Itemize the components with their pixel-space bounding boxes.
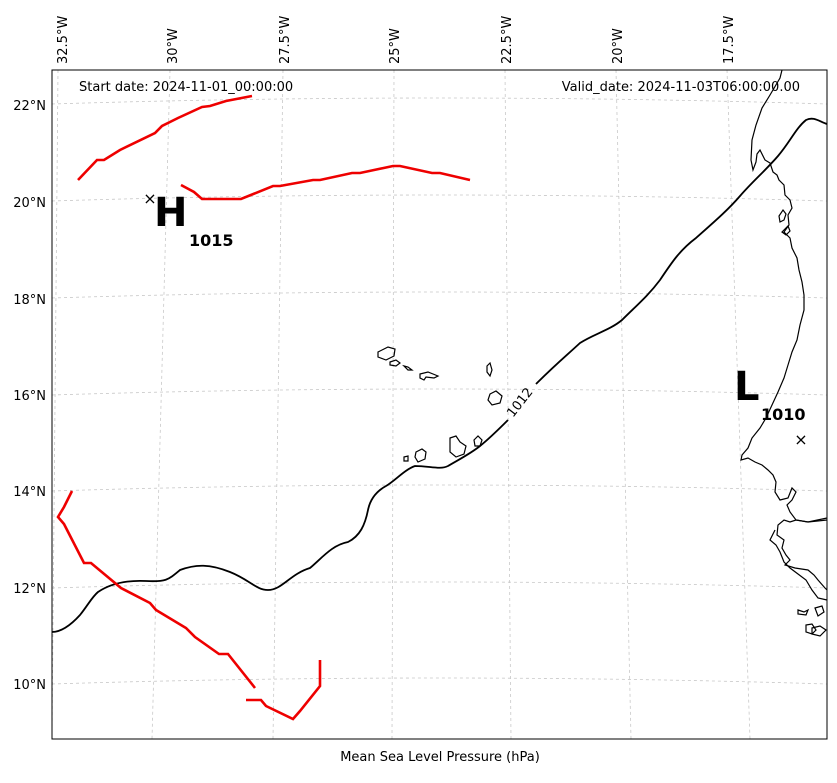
lat-label-10n: 10°N: [13, 678, 46, 693]
high-value: 1015: [189, 231, 234, 250]
island-maio: [473, 435, 483, 447]
low-pressure-center: × L 1010: [734, 364, 808, 449]
lon-label-27-5w: 27.5°W: [278, 16, 293, 64]
lon-label-20w: 20°W: [611, 28, 626, 64]
island-boa-vista: [487, 390, 503, 406]
parallel-20n: [51, 194, 828, 202]
lon-label-30w: 30°W: [166, 28, 181, 64]
high-center-marker-icon: ×: [143, 189, 156, 208]
low-center-marker-icon: ×: [794, 430, 807, 449]
high-pressure-center: × H 1015: [143, 189, 233, 250]
coastline-africa: [740, 69, 828, 637]
lon-label-25w: 25°W: [388, 28, 403, 64]
map-frame: [51, 69, 828, 740]
valid-date-label: Valid_date: 2024-11-03T06:00:00.00: [562, 80, 800, 95]
graticule: [51, 69, 828, 740]
lat-label-16n: 16°N: [13, 389, 46, 404]
lat-label-18n: 18°N: [13, 293, 46, 308]
island-santa-luzia: [402, 364, 414, 371]
longitude-labels: 32.5°W 30°W 27.5°W 25°W 22.5°W 20°W 17.5…: [56, 16, 737, 64]
high-letter: H: [154, 190, 187, 236]
front-south-1: [56, 490, 257, 689]
front-north-1: [77, 94, 253, 181]
island-santo-antao: [377, 346, 396, 361]
fronts: [56, 94, 471, 721]
low-letter: L: [734, 364, 760, 410]
island-brava: [403, 455, 409, 462]
island-sao-nicolau: [419, 371, 440, 381]
isobar-1012: [51, 117, 828, 633]
parallel-14n: [51, 484, 828, 492]
start-date-label: Start date: 2024-11-01_00:00:00: [79, 80, 293, 95]
meridian-32-5w: [51, 69, 59, 740]
front-south-2: [246, 660, 322, 721]
lat-label-22n: 22°N: [13, 99, 46, 114]
meridian-27-5w: [272, 69, 284, 740]
meridian-20w: [615, 69, 632, 740]
parallel-16n: [51, 388, 828, 396]
lat-label-20n: 20°N: [13, 196, 46, 211]
island-sal: [486, 361, 493, 378]
parallel-10n: [51, 677, 828, 685]
map-xlabel: Mean Sea Level Pressure (hPa): [340, 750, 540, 765]
meridian-30w: [151, 69, 171, 740]
latitude-labels: 22°N 20°N 18°N 16°N 14°N 12°N 10°N: [13, 99, 46, 693]
parallel-18n: [51, 291, 828, 299]
low-value: 1010: [761, 405, 806, 424]
parallel-22n: [51, 97, 828, 105]
isobar-label-1012: 1012: [504, 385, 536, 420]
lat-label-12n: 12°N: [13, 582, 46, 597]
front-north-2: [180, 164, 471, 201]
lon-label-22-5w: 22.5°W: [500, 16, 515, 64]
lon-label-17-5w: 17.5°W: [722, 16, 737, 64]
lon-label-32-5w: 32.5°W: [56, 16, 71, 64]
parallel-12n: [51, 581, 828, 589]
island-santiago: [449, 435, 467, 458]
lat-label-14n: 14°N: [13, 485, 46, 500]
meridian-25w: [391, 69, 395, 740]
cape-verde-islands: [377, 346, 503, 463]
island-fogo: [414, 448, 427, 463]
island-sao-vicente: [389, 359, 401, 367]
